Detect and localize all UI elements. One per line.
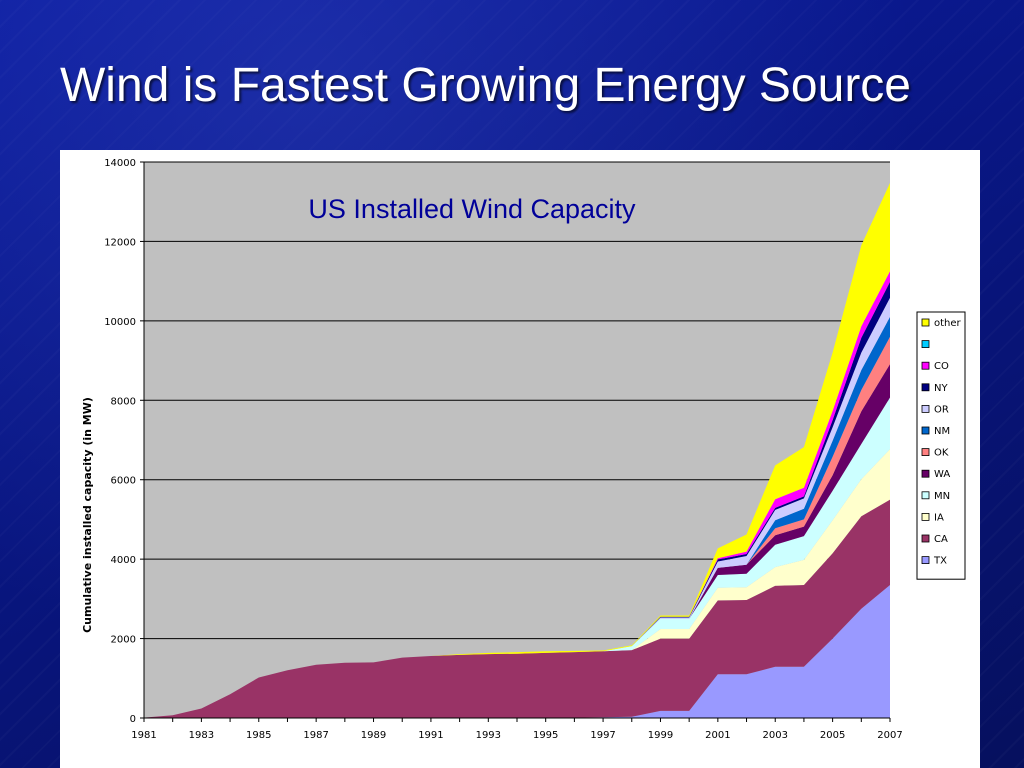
x-tick-label: 1987 [303,730,328,741]
chart-panel: 0 2000 4000 6000 8000 10000 12000 14000 1981 1983… [60,150,980,768]
legend-swatch [921,361,930,370]
legend-swatch [921,469,930,478]
x-tick-label: 1983 [189,730,214,741]
x-tick-label: 1989 [361,730,386,741]
chart-title: US Installed Wind Capacity [308,194,636,224]
y-tick-label: 2000 [111,635,136,646]
y-tick-label: 8000 [111,396,136,407]
y-tick-label: 12000 [104,237,136,248]
legend-swatch [921,491,930,500]
legend-swatch [921,426,930,435]
x-tick-label: 1997 [590,730,615,741]
y-axis-label: Cumulative installed capacity (in MW) [81,397,94,633]
legend-label: MN [934,491,950,502]
x-tick-label: 1985 [246,730,271,741]
legend-swatch [921,556,930,565]
y-tick-label: 6000 [111,476,136,487]
y-tick-label: 4000 [111,555,136,566]
legend-swatch [921,318,930,327]
y-tick-label: 14000 [104,158,136,169]
y-tick-label: 10000 [104,317,136,328]
x-tick-label: 1991 [418,730,443,741]
x-tick-label: 1981 [131,730,156,741]
legend-label: NY [934,383,948,394]
legend-label: WA [934,469,950,480]
legend-label: IA [934,512,944,523]
y-tick-label: 0 [130,714,136,725]
slide-title: Wind is Fastest Growing Energy Source [60,59,911,112]
legend-swatch [921,512,930,521]
x-tick-label: 1995 [533,730,558,741]
legend-swatch [921,383,930,392]
legend-label: OR [934,404,949,415]
x-tick-label: 1999 [648,730,673,741]
area-series-CA [144,499,890,718]
legend-label: OK [934,448,949,459]
legend-label: other [934,318,962,329]
wind-capacity-chart: 0 2000 4000 6000 8000 10000 12000 14000 1981 1983… [81,158,966,741]
legend-swatch [921,448,930,457]
area-series-other [144,183,890,718]
legend-label: CA [934,534,948,545]
legend-label: TX [933,556,947,567]
legend-swatch [921,340,930,349]
x-tick-label: 2001 [705,730,730,741]
legend-label: NM [934,426,950,437]
legend-swatch [921,404,930,413]
x-tick-label: 2003 [763,730,788,741]
x-tick-label: 2005 [820,730,845,741]
legend-label: CO [934,361,949,372]
x-tick-label: 1993 [476,730,501,741]
x-tick-label: 2007 [877,730,902,741]
area-series-TX [144,585,890,718]
legend-swatch [921,534,930,543]
